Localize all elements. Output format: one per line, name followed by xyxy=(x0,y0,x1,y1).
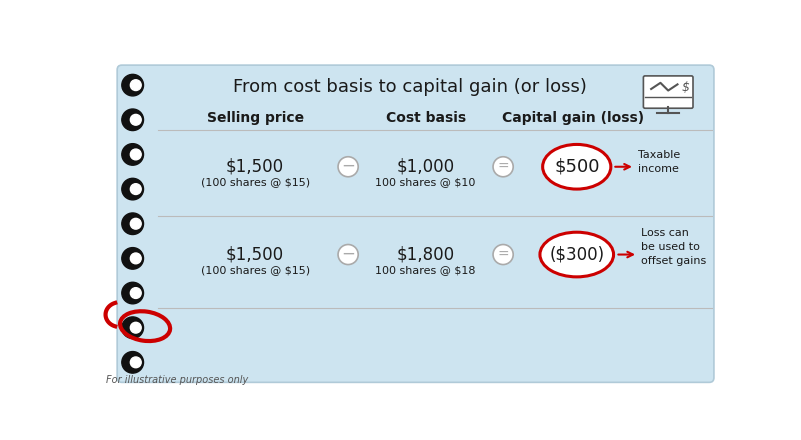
Text: $1,800: $1,800 xyxy=(396,246,455,264)
Text: Loss can
be used to
offset gains: Loss can be used to offset gains xyxy=(641,228,706,266)
Circle shape xyxy=(122,248,143,269)
Text: 100 shares @ $10: 100 shares @ $10 xyxy=(376,177,476,187)
Circle shape xyxy=(131,183,141,194)
Circle shape xyxy=(131,322,141,333)
Text: Cost basis: Cost basis xyxy=(385,111,465,125)
Circle shape xyxy=(131,218,141,229)
Text: $1,500: $1,500 xyxy=(226,246,284,264)
Ellipse shape xyxy=(540,232,614,277)
Circle shape xyxy=(122,74,143,96)
Circle shape xyxy=(493,245,513,264)
Circle shape xyxy=(122,282,143,304)
Circle shape xyxy=(122,213,143,235)
Text: =: = xyxy=(497,160,509,174)
Text: From cost basis to capital gain (or loss): From cost basis to capital gain (or loss… xyxy=(233,78,587,96)
Text: $: $ xyxy=(681,81,689,94)
Text: $500: $500 xyxy=(554,158,599,176)
Ellipse shape xyxy=(542,144,611,189)
Text: $1,500: $1,500 xyxy=(226,158,284,176)
Text: For illustrative purposes only: For illustrative purposes only xyxy=(107,375,248,385)
Circle shape xyxy=(131,149,141,160)
Circle shape xyxy=(131,114,141,125)
Text: =: = xyxy=(497,248,509,261)
Circle shape xyxy=(338,245,358,264)
Circle shape xyxy=(122,317,143,338)
Circle shape xyxy=(122,143,143,165)
Text: 100 shares @ $18: 100 shares @ $18 xyxy=(376,265,476,275)
Circle shape xyxy=(131,288,141,298)
Circle shape xyxy=(122,352,143,373)
Circle shape xyxy=(131,80,141,91)
Circle shape xyxy=(131,357,141,368)
Text: −: − xyxy=(341,157,355,175)
Circle shape xyxy=(493,157,513,177)
Text: Selling price: Selling price xyxy=(207,111,304,125)
FancyBboxPatch shape xyxy=(117,65,714,382)
Circle shape xyxy=(131,253,141,264)
Text: Capital gain (loss): Capital gain (loss) xyxy=(501,111,644,125)
Text: (100 shares @ $15): (100 shares @ $15) xyxy=(200,177,310,187)
Text: −: − xyxy=(341,245,355,263)
Text: (100 shares @ $15): (100 shares @ $15) xyxy=(200,265,310,275)
Circle shape xyxy=(122,109,143,131)
Text: $1,000: $1,000 xyxy=(396,158,455,176)
Circle shape xyxy=(122,178,143,200)
FancyBboxPatch shape xyxy=(643,76,693,108)
Circle shape xyxy=(338,157,358,177)
Text: ($300): ($300) xyxy=(549,246,604,264)
Text: Taxable
income: Taxable income xyxy=(638,150,680,174)
